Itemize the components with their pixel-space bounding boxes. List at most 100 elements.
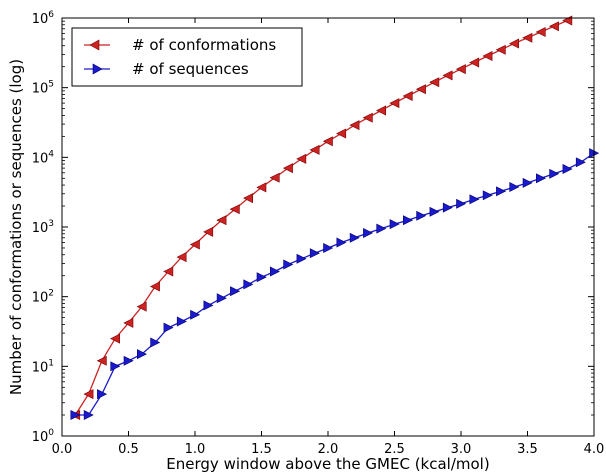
legend-label-conformations: # of conformations [132, 36, 276, 54]
data-point [509, 38, 520, 49]
data-point [282, 163, 293, 174]
data-point [469, 194, 480, 205]
y-tick-label: 101 [32, 358, 54, 375]
y-tick-label: 105 [32, 80, 54, 97]
y-tick-base: 10 [32, 360, 49, 375]
data-point [456, 198, 467, 209]
data-point [176, 252, 187, 263]
data-point [137, 349, 147, 360]
x-tick-label: 1.5 [251, 442, 272, 457]
y-tick-label: 104 [32, 149, 55, 166]
data-point [575, 157, 586, 168]
data-point [322, 136, 333, 147]
y-tick-base: 10 [32, 12, 49, 27]
series-sequences [70, 148, 600, 420]
data-point [442, 202, 453, 213]
x-tick-label: 0.5 [118, 442, 139, 457]
data-point [336, 237, 347, 248]
data-point [176, 316, 187, 327]
y-tick-base: 10 [32, 221, 49, 236]
y-tick-base: 10 [32, 430, 49, 445]
axis-ticks: 0.0 0.5 1.0 1.5 2.0 2.5 3.0 3.5 4.01001011021031… [32, 10, 605, 457]
data-point [110, 361, 121, 372]
data-point [336, 128, 347, 139]
data-point [509, 182, 520, 192]
data-point [309, 144, 320, 155]
data-point [163, 266, 174, 277]
data-point [376, 223, 387, 234]
data-point [402, 215, 413, 226]
data-point [83, 410, 94, 420]
data-point [535, 27, 546, 37]
data-point [349, 120, 360, 131]
series-line [75, 152, 595, 416]
data-point [216, 293, 227, 304]
data-point [389, 98, 400, 109]
data-point [229, 204, 240, 215]
data-point [243, 193, 253, 204]
data-point [549, 168, 560, 179]
y-tick-exponent: 1 [48, 358, 54, 368]
y-tick-label: 100 [32, 428, 55, 445]
series-conformations [70, 15, 573, 420]
data-point [110, 333, 120, 344]
y-tick-exponent: 4 [48, 149, 54, 159]
x-tick-label: 1.0 [185, 442, 206, 457]
data-point [402, 91, 413, 101]
data-point [230, 286, 241, 297]
data-point [296, 253, 307, 264]
data-point [283, 259, 294, 270]
data-point [96, 355, 107, 366]
data-point [136, 301, 147, 312]
data-point [203, 300, 214, 311]
data-point [123, 355, 134, 366]
data-point [389, 219, 400, 230]
data-point [149, 281, 160, 292]
data-point [190, 309, 201, 320]
data-point [548, 21, 559, 32]
x-tick-label: 0.0 [52, 442, 73, 457]
data-point [349, 232, 360, 243]
data-point [482, 51, 493, 61]
y-tick-label: 102 [32, 289, 54, 306]
data-point [415, 84, 426, 95]
data-point [455, 64, 466, 75]
series-layer [70, 15, 600, 420]
y-tick-label: 106 [32, 10, 55, 27]
data-point [562, 164, 573, 174]
data-point [363, 228, 374, 238]
x-axis-label: Energy window above the GMEC (kcal/mol) [166, 455, 489, 473]
data-point [429, 77, 440, 88]
data-point [163, 322, 174, 333]
data-point [269, 266, 280, 277]
data-point [495, 44, 506, 55]
plot-area [62, 18, 594, 436]
data-point [362, 112, 373, 123]
y-tick-exponent: 6 [48, 10, 54, 20]
y-tick-label: 103 [32, 219, 54, 236]
data-point [97, 389, 108, 400]
legend-marker-sequences [92, 63, 103, 75]
data-point [535, 173, 546, 184]
data-point [70, 410, 81, 420]
data-point [416, 210, 427, 221]
data-point [522, 32, 533, 43]
y-tick-exponent: 2 [48, 289, 54, 299]
data-point [216, 215, 227, 226]
y-tick-exponent: 0 [48, 428, 54, 438]
data-point [309, 248, 320, 259]
y-tick-base: 10 [32, 82, 49, 97]
legend: # of conformations # of sequences [71, 27, 303, 87]
data-point [256, 182, 267, 193]
data-point [376, 105, 387, 116]
data-point [496, 186, 507, 197]
x-tick-label: 2.5 [384, 442, 405, 457]
legend-label-sequences: # of sequences [132, 60, 249, 78]
data-point [469, 57, 480, 68]
y-tick-exponent: 5 [48, 80, 54, 90]
data-point [269, 172, 280, 183]
data-point [482, 190, 493, 201]
data-point [522, 177, 533, 188]
legend-box [71, 27, 303, 87]
